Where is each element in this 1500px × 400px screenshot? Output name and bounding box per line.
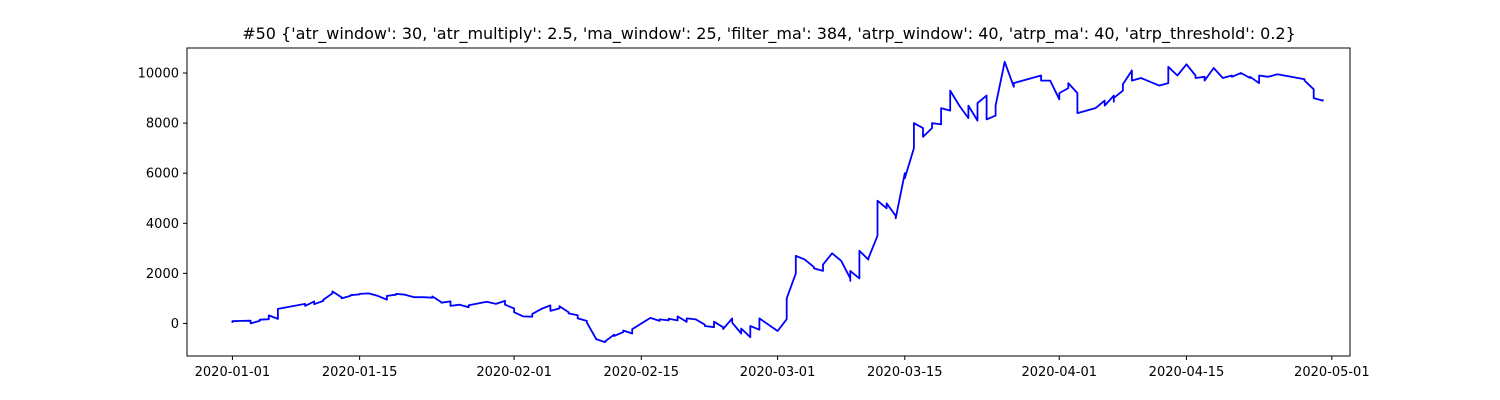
y-axis: 0 2000 4000 6000 8000 10000: [138, 67, 187, 332]
y-tick-label: 2000: [146, 267, 179, 282]
x-tick-label: 2020-03-15: [867, 365, 943, 380]
plot-area: [186, 47, 1351, 357]
y-tick-label: 4000: [146, 217, 179, 232]
x-tick-label: 2020-05-01: [1294, 365, 1370, 380]
y-tick-label: 8000: [146, 117, 179, 132]
x-tick-label: 2020-04-15: [1149, 365, 1225, 380]
x-tick-label: 2020-04-01: [1021, 365, 1097, 380]
x-tick-label: 2020-02-01: [476, 365, 552, 380]
x-tick-label: 2020-03-01: [740, 365, 816, 380]
chart-title: #50 {'atr_window': 30, 'atr_multiply': 2…: [242, 24, 1296, 44]
x-tick-label: 2020-01-01: [195, 365, 271, 380]
y-tick-label: 6000: [146, 167, 179, 182]
x-tick-label: 2020-02-15: [604, 365, 680, 380]
series-line-0: [231, 60, 1324, 344]
y-tick-label: 10000: [138, 67, 179, 82]
x-axis: 2020-01-01 2020-01-15 2020-02-01 2020-02-15…: [195, 356, 1370, 380]
x-tick-label: 2020-01-15: [322, 365, 398, 380]
plot-frame: [186, 47, 1351, 357]
y-tick-label: 0: [171, 317, 179, 332]
